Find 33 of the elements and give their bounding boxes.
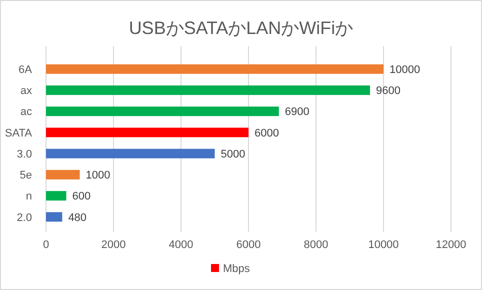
- x-tick-label: 6000: [236, 239, 261, 251]
- y-tick-label: ac: [20, 106, 32, 118]
- data-label: 1000: [86, 170, 110, 182]
- bar: [46, 170, 80, 180]
- y-tick-label: 6A: [18, 64, 33, 76]
- data-label: 9600: [376, 85, 400, 98]
- y-tick-label: 3.0: [16, 148, 32, 160]
- data-label: 5000: [220, 148, 246, 160]
- y-tick-label: 2.0: [16, 212, 32, 224]
- data-label: 600: [72, 190, 91, 203]
- x-tick-label: 10000: [368, 239, 399, 251]
- bar: [46, 128, 248, 138]
- chart-title: USBかSATAかLANかWiFiか: [128, 18, 354, 38]
- bar: [46, 85, 370, 95]
- x-tick-label: 8000: [304, 239, 328, 251]
- x-tick-label: 4000: [168, 239, 194, 251]
- y-tick-label: n: [26, 190, 32, 203]
- legend-label: Mbps: [223, 262, 250, 275]
- bar: [46, 106, 279, 116]
- y-tick-label: SATA: [4, 127, 33, 140]
- y-tick-label: ax: [20, 85, 32, 98]
- x-tick-label: 2000: [101, 239, 126, 251]
- data-label: 6900: [284, 106, 310, 118]
- bar: [46, 191, 66, 201]
- x-tick-label: 0: [42, 239, 50, 251]
- data-label: 6000: [254, 127, 279, 140]
- bar: [46, 148, 215, 158]
- bar: [46, 64, 384, 74]
- bar: [46, 212, 62, 222]
- x-tick-label: 12000: [436, 239, 466, 251]
- data-label: 480: [68, 212, 87, 224]
- data-label: 10000: [390, 64, 420, 76]
- y-tick-label: 5e: [20, 170, 32, 182]
